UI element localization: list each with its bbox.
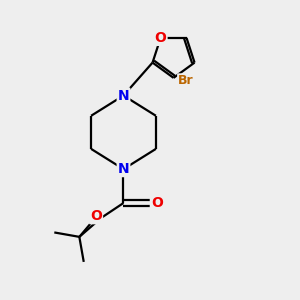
Text: N: N xyxy=(118,88,129,103)
Text: Br: Br xyxy=(178,74,194,87)
Text: O: O xyxy=(90,209,102,223)
Text: O: O xyxy=(151,196,163,210)
Text: N: N xyxy=(118,162,129,176)
Text: O: O xyxy=(154,31,166,45)
